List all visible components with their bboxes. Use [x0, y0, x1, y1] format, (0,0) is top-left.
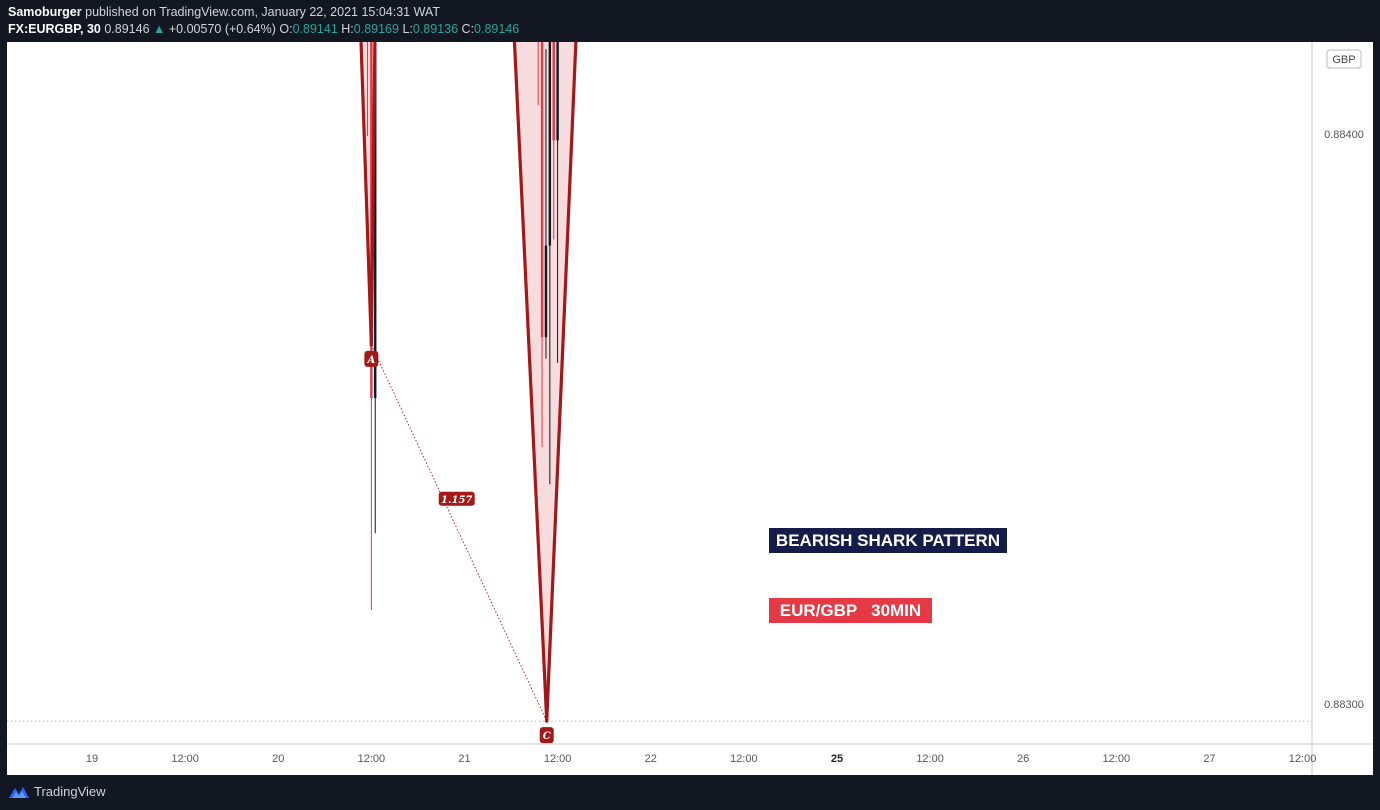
point-label-c: C	[543, 731, 551, 742]
x-tick-label: 12:00	[730, 753, 758, 765]
chart-area[interactable]: Stop LossSell EntryMin Take ProfitMax Ta…	[7, 0, 1373, 775]
candle-body	[556, 0, 559, 141]
low-label: L:	[402, 22, 413, 36]
point-badge-c[interactable]	[539, 727, 554, 744]
ratio-badge[interactable]	[438, 491, 475, 506]
x-tick-label: 21	[458, 753, 470, 765]
pattern-leg-xa	[357, 0, 373, 347]
publish-info: Samoburger published on TradingView.com,…	[8, 5, 440, 19]
open-value: 0.89141	[292, 22, 338, 36]
publish-text: published on TradingView.com, January 22…	[85, 5, 440, 19]
price-chart[interactable]: Stop LossSell EntryMin Take ProfitMax Ta…	[7, 0, 1373, 775]
x-tick-label: 26	[1017, 753, 1029, 765]
close-value: 0.89146	[474, 22, 520, 36]
low-value: 0.89136	[412, 22, 459, 36]
high-label: H:	[341, 22, 354, 36]
tradingview-brand[interactable]: TradingView	[34, 784, 106, 799]
x-tick-label: 20	[272, 753, 284, 765]
x-tick-label: 12:00	[358, 753, 386, 765]
candle-body	[540, 0, 544, 338]
author-name[interactable]: Samoburger	[8, 5, 82, 19]
candle-body	[548, 29, 552, 246]
symbol-ohlc: FX:EURGBP, 30 0.89146 ▲ +0.00570 (+0.64%…	[8, 22, 519, 36]
symbol-timeframe[interactable]: FX:EURGBP, 30	[8, 22, 101, 36]
currency-label: GBP	[1332, 54, 1355, 66]
x-tick-label: 12:00	[171, 753, 199, 765]
chart-footer: TradingView	[0, 775, 1380, 810]
ratio-line-ac	[370, 344, 548, 722]
x-tick-label: 25	[831, 753, 843, 765]
candle-body	[544, 245, 548, 338]
x-tick-label: 12:00	[916, 753, 944, 765]
chart-header: Samoburger published on TradingView.com,…	[0, 0, 1380, 42]
pattern-badge-text: EUR/GBP 30MIN	[780, 601, 921, 620]
candle-body	[552, 29, 555, 141]
price-change: +0.00570 (+0.64%)	[168, 22, 276, 36]
tradingview-logo-icon[interactable]	[8, 784, 30, 800]
pattern-badge-text: BEARISH SHARK PATTERN	[776, 531, 1000, 550]
x-tick-label: 22	[645, 753, 657, 765]
pattern-badge-0	[769, 528, 1007, 553]
candle-body	[374, 0, 377, 399]
currency-tag[interactable]	[1326, 49, 1362, 69]
point-label-a: A	[366, 355, 375, 366]
x-tick-label: 19	[86, 753, 98, 765]
x-tick-label: 12:00	[544, 753, 572, 765]
open-label: O:	[279, 22, 293, 36]
pattern-leg-cd	[545, 0, 580, 723]
last-price: 0.89146	[104, 22, 150, 36]
y-tick-label: 0.88400	[1324, 129, 1364, 141]
point-badge-a[interactable]	[364, 350, 379, 367]
pattern-badge-1	[769, 598, 932, 623]
change-arrow-icon: ▲	[153, 22, 166, 36]
pattern-leg-bc	[510, 0, 549, 723]
pattern-fill-bcd	[512, 0, 578, 722]
close-label: C:	[461, 22, 475, 36]
x-tick-label: 12:00	[1289, 753, 1317, 765]
y-tick-label: 0.88300	[1324, 699, 1364, 711]
candle-body	[370, 0, 373, 399]
ratio-label: 1.157	[441, 495, 472, 506]
x-tick-label: 27	[1203, 753, 1215, 765]
high-value: 0.89169	[353, 22, 399, 36]
x-tick-label: 12:00	[1103, 753, 1131, 765]
